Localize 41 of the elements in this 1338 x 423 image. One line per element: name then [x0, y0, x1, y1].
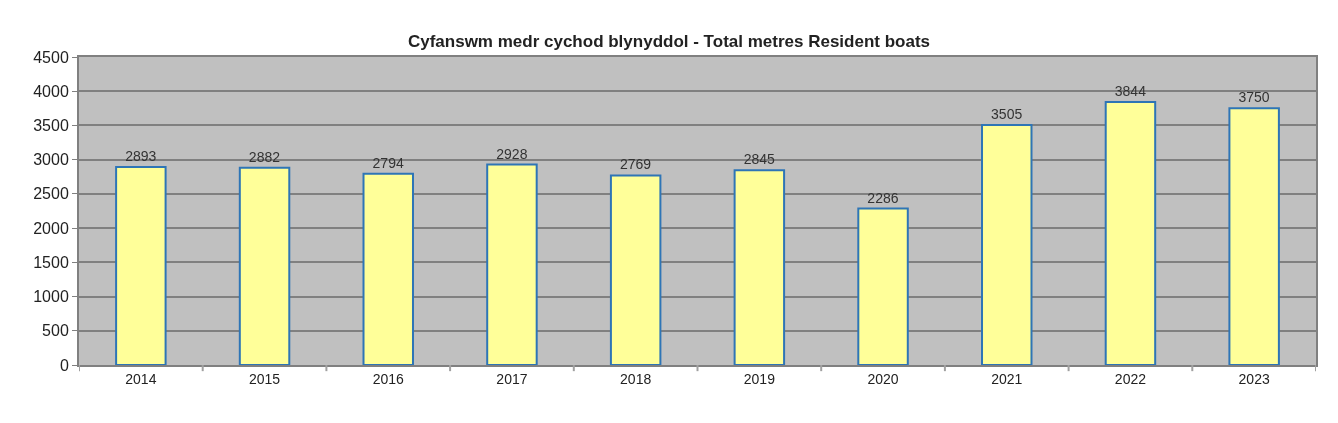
data-label: 3750 [1238, 89, 1270, 106]
x-tick-label: 2014 [125, 370, 157, 387]
data-label: 2893 [125, 147, 157, 164]
y-tick-label: 0 [59, 356, 69, 374]
data-label: 2769 [619, 156, 652, 173]
x-tick-label: 2021 [991, 370, 1023, 387]
x-tick-label: 2022 [1114, 370, 1147, 387]
bar [733, 169, 786, 365]
y-tick-label: 2000 [33, 219, 69, 237]
data-label: 3505 [991, 106, 1023, 123]
bar [115, 165, 167, 365]
y-tick-label: 1500 [33, 253, 69, 271]
x-tick-label: 2016 [372, 370, 405, 387]
bar [486, 163, 538, 365]
y-tick-label: 2500 [33, 185, 69, 203]
bar [238, 166, 291, 365]
y-tick-label: 500 [42, 322, 69, 340]
data-label: 2928 [496, 145, 528, 162]
x-tick-label: 2015 [248, 370, 281, 387]
bar [609, 174, 662, 365]
x-tick-label: 2017 [496, 370, 528, 387]
chart-title: Cyfanswm medr cychod blynyddol - Total metres Resident boats [407, 31, 931, 51]
bar [857, 207, 909, 365]
y-tick-label: 4500 [33, 48, 69, 66]
y-tick-label: 4000 [33, 82, 69, 100]
bar [1104, 100, 1157, 365]
data-label: 2845 [743, 151, 776, 168]
x-tick-label: 2018 [620, 370, 652, 387]
x-tick-label: 2023 [1238, 370, 1270, 387]
data-label: 2882 [248, 148, 281, 165]
bar [362, 172, 414, 365]
data-label: 2286 [867, 189, 899, 206]
bar [981, 124, 1033, 365]
x-tick-label: 2019 [743, 370, 776, 387]
bar [1228, 107, 1280, 365]
data-label: 2794 [372, 154, 404, 171]
data-label: 3844 [1114, 82, 1147, 99]
y-tick-label: 3500 [33, 117, 69, 135]
x-tick-label: 2020 [867, 370, 899, 387]
y-tick-label: 3000 [33, 151, 69, 169]
y-tick-label: 1000 [33, 288, 69, 306]
